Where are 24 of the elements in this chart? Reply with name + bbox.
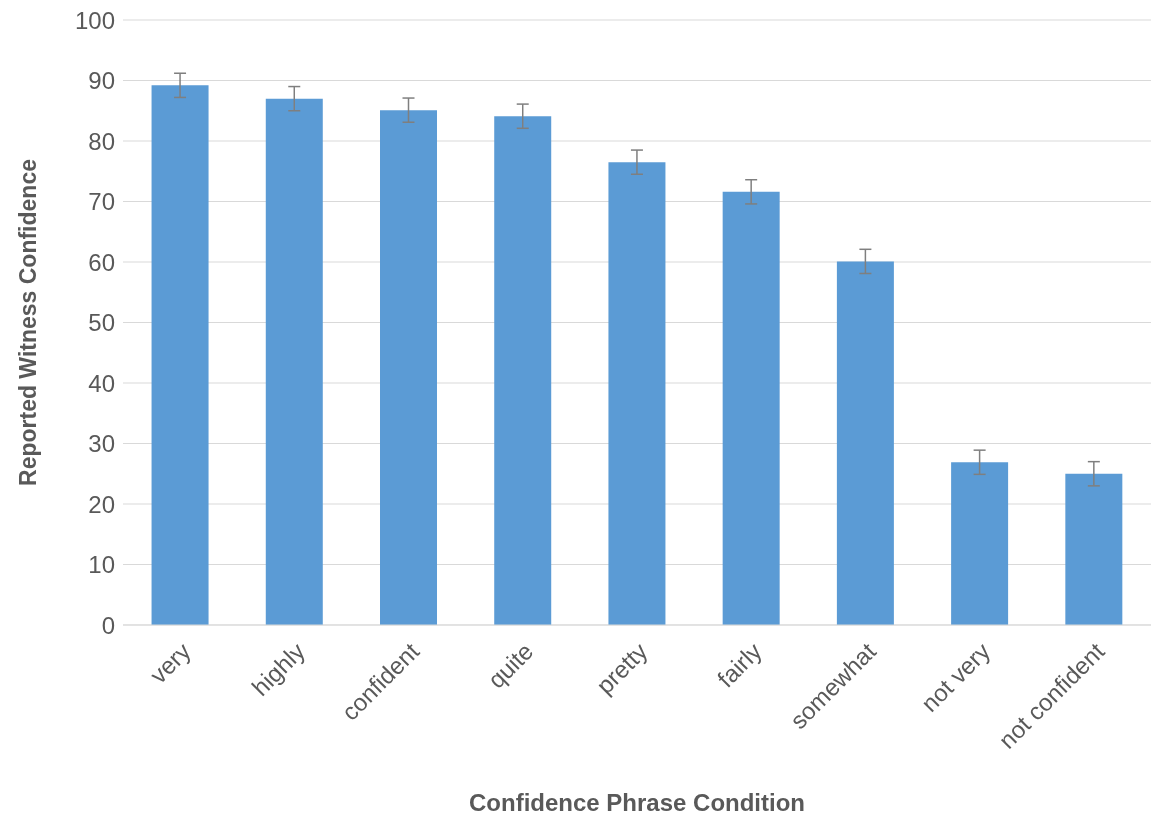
x-tick-label: not very <box>915 637 996 717</box>
y-axis-title: Reported Witness Confidence <box>15 159 42 486</box>
bar <box>951 462 1009 625</box>
bar <box>1065 473 1123 625</box>
bar <box>494 116 552 625</box>
y-tick-label: 90 <box>88 67 115 95</box>
y-tick-label: 10 <box>88 551 115 579</box>
y-tick-label: 0 <box>101 611 115 639</box>
y-tick-label: 20 <box>88 490 115 518</box>
bar <box>151 85 209 625</box>
bar <box>380 110 437 625</box>
y-tick-label: 60 <box>88 248 115 276</box>
y-tick-label: 40 <box>88 369 115 397</box>
bar <box>265 98 323 625</box>
y-tick-label: 30 <box>88 430 115 458</box>
y-tick-label: 70 <box>88 188 115 216</box>
y-tick-label: 50 <box>88 309 115 337</box>
bar <box>608 162 666 625</box>
y-tick-label: 80 <box>88 127 115 155</box>
bar <box>836 261 894 625</box>
x-tick-label: very <box>144 637 196 689</box>
y-tick-label: 100 <box>74 6 115 34</box>
x-axis-title: Confidence Phrase Condition <box>468 789 806 816</box>
bar <box>722 191 780 625</box>
